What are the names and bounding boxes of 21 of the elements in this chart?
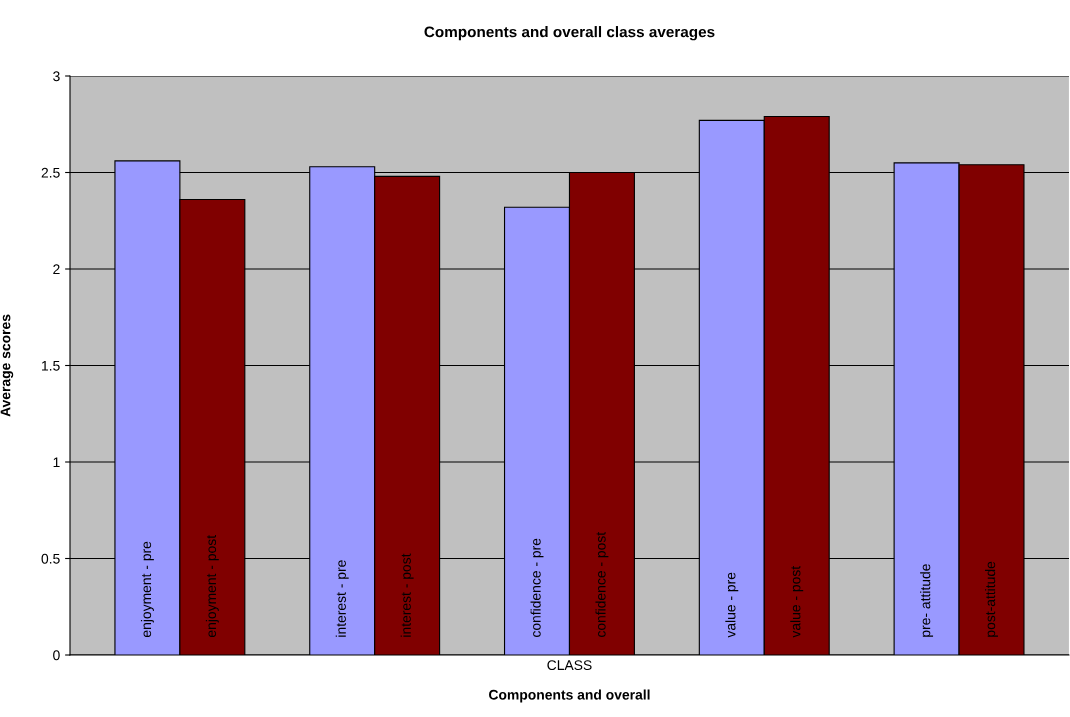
series-label: interest - pre [335, 560, 349, 637]
y-tick-label: 1.5 [42, 360, 60, 371]
y-tick-label: 0.5 [41, 553, 60, 564]
x-tick-label: CLASS [547, 660, 592, 671]
x-axis-title: Components and overall [489, 689, 650, 703]
series-label: value - post [790, 565, 804, 638]
series-label: confidence - pre [530, 538, 544, 638]
series-label: enjoyment - post [205, 535, 219, 638]
y-axis-title: Average scores [0, 314, 14, 417]
y-tick-label: 2.5 [41, 167, 60, 178]
series-label: confidence - post [595, 531, 609, 638]
series-label: pre- attitude [920, 564, 934, 637]
y-tick-label: 0 [53, 650, 60, 661]
chart-title: Components and overall class averages [424, 26, 715, 41]
series-label: post-attitude [985, 561, 998, 637]
y-tick-label: 1 [53, 457, 60, 468]
y-tick-label: 2 [53, 264, 60, 275]
series-label: value - pre [725, 572, 739, 638]
series-label: interest - post [400, 553, 414, 637]
y-tick-label: 3 [53, 71, 60, 82]
series-label: enjoyment - pre [140, 541, 154, 638]
